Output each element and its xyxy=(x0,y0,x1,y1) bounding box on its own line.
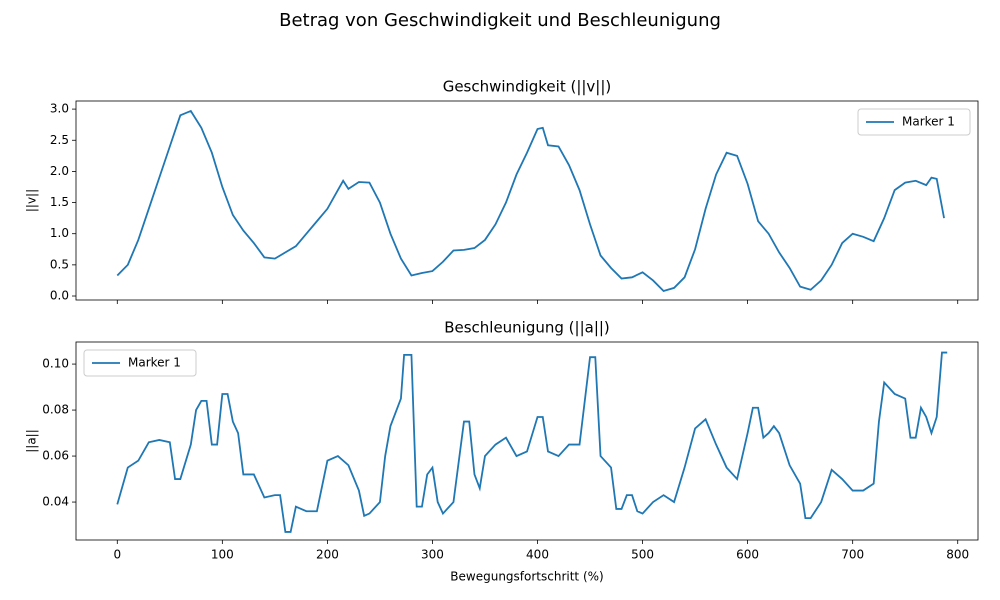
x-tick-label: 0 xyxy=(113,548,121,562)
y-tick-label: 2.0 xyxy=(50,164,69,178)
legend-box xyxy=(857,108,971,136)
plot-area xyxy=(116,109,945,293)
x-tick-label: 800 xyxy=(946,548,969,562)
legend-label: Marker 1 xyxy=(902,115,955,129)
figure-title: Betrag von Geschwindigkeit und Beschleun… xyxy=(279,10,721,31)
subplot-title: Geschwindigkeit (||v||) xyxy=(443,78,612,96)
data-line xyxy=(116,109,945,293)
x-tick-label: 200 xyxy=(316,548,339,562)
x-tick-label: 400 xyxy=(526,548,549,562)
y-tick-label: 3.0 xyxy=(50,102,69,116)
subplot-title: Beschleunigung (||a||) xyxy=(444,319,610,337)
y-axis-label: ||a|| xyxy=(25,429,39,453)
y-tick-label: 0.10 xyxy=(42,357,69,371)
axes-frame xyxy=(75,341,979,541)
data-line xyxy=(116,351,948,533)
y-tick-label: 0.04 xyxy=(42,495,69,509)
y-tick-label: 1.5 xyxy=(50,195,69,209)
legend-label: Marker 1 xyxy=(128,356,181,370)
x-tick-label: 100 xyxy=(211,548,234,562)
x-tick-label: 600 xyxy=(736,548,759,562)
x-axis-label: Bewegungsfortschritt (%) xyxy=(450,570,603,584)
y-tick-label: 1.0 xyxy=(50,226,69,240)
y-tick-label: 0.06 xyxy=(42,449,69,463)
x-tick-label: 500 xyxy=(631,548,654,562)
x-tick-label: 700 xyxy=(841,548,864,562)
plot-area xyxy=(116,351,948,533)
y-tick-label: 0.08 xyxy=(42,403,69,417)
legend-box xyxy=(83,349,197,377)
y-axis-label: ||v|| xyxy=(25,189,39,212)
x-tick-label: 300 xyxy=(421,548,444,562)
y-tick-label: 0.5 xyxy=(50,257,69,271)
y-tick-label: 0.0 xyxy=(50,289,69,303)
axes-frame xyxy=(75,100,979,301)
y-tick-label: 2.5 xyxy=(50,133,69,147)
